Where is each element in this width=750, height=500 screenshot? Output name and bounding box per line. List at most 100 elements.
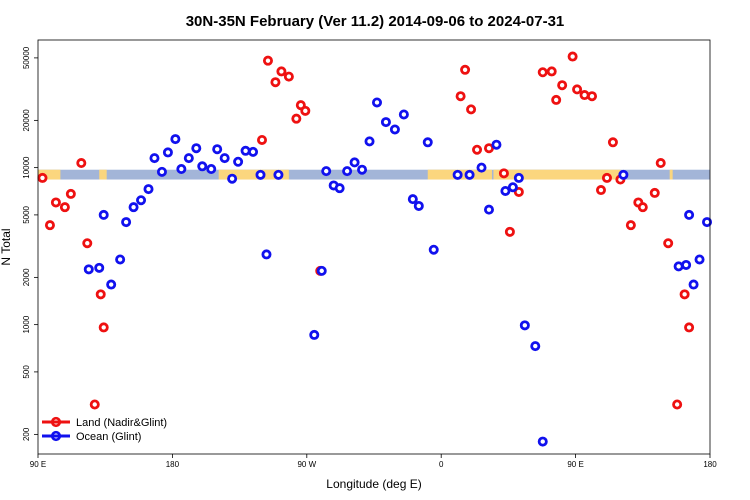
data-point	[115, 254, 126, 265]
x-tick-label: 180	[166, 460, 180, 469]
data-point	[684, 209, 695, 220]
data-point	[464, 169, 475, 180]
x-tick-label: 180	[703, 460, 717, 469]
data-point	[371, 97, 382, 108]
series-ocean	[83, 97, 713, 447]
data-point	[460, 64, 471, 75]
land-band-segment	[218, 169, 289, 180]
data-point	[519, 320, 530, 331]
data-point	[452, 169, 463, 180]
y-tick-label: 2000	[22, 268, 31, 286]
data-point	[498, 168, 509, 179]
data-point	[407, 194, 418, 205]
data-point	[428, 244, 439, 255]
y-tick-label: 5000	[22, 205, 31, 223]
data-point	[466, 104, 477, 115]
data-point	[65, 188, 76, 199]
data-point	[89, 399, 100, 410]
data-point	[513, 172, 524, 183]
data-point	[694, 254, 705, 265]
land-band-segment	[99, 169, 107, 180]
data-point	[50, 197, 61, 208]
data-point	[316, 265, 327, 276]
data-point	[537, 67, 548, 78]
y-tick-label: 200	[22, 427, 31, 441]
y-tick-label: 10000	[22, 156, 31, 179]
data-point	[476, 162, 487, 173]
x-axis: 90 E 180 90 W 0 90 E 180	[30, 454, 717, 469]
data-point	[679, 289, 690, 300]
data-point	[76, 158, 87, 169]
data-point	[191, 143, 202, 154]
data-point	[702, 217, 713, 228]
data-point	[143, 184, 154, 195]
data-point	[83, 264, 94, 275]
data-point	[655, 158, 666, 169]
data-point	[106, 279, 117, 290]
data-point	[618, 169, 629, 180]
y-axis-label: N Total	[0, 228, 13, 265]
data-point	[579, 90, 590, 101]
data-point	[128, 202, 139, 213]
data-point	[364, 136, 375, 147]
data-point	[136, 195, 147, 206]
data-point	[149, 153, 160, 164]
x-tick-label: 90 W	[297, 460, 316, 469]
data-point	[334, 183, 345, 194]
data-point	[513, 186, 524, 197]
legend-land-marker	[50, 416, 62, 428]
data-point	[342, 166, 353, 177]
legend-land-label: Land (Nadir&Glint)	[76, 417, 167, 429]
data-point	[483, 143, 494, 154]
chart-title: 30N-35N February (Ver 11.2) 2014-09-06 t…	[186, 13, 565, 30]
data-point	[309, 329, 320, 340]
data-point	[44, 220, 55, 231]
x-tick-label: 0	[439, 460, 444, 469]
data-point	[121, 217, 132, 228]
data-point	[413, 200, 424, 211]
data-point	[455, 91, 466, 102]
data-point	[672, 399, 683, 410]
data-point	[607, 137, 618, 148]
data-point	[389, 124, 400, 135]
data-point	[212, 144, 223, 155]
data-point	[37, 172, 48, 183]
series-land	[37, 51, 695, 410]
data-point	[94, 262, 105, 273]
y-tick-label: 500	[22, 365, 31, 379]
data-point	[472, 144, 483, 155]
x-axis-label: Longitude (deg E)	[326, 477, 421, 491]
data-point	[255, 169, 266, 180]
data-point	[349, 157, 360, 168]
legend: Land (Nadir&Glint) Ocean (Glint)	[42, 416, 167, 443]
legend-ocean-marker	[50, 430, 62, 442]
data-point	[261, 249, 272, 260]
data-point	[233, 156, 244, 167]
land-band-segment	[493, 169, 621, 180]
data-point	[587, 91, 598, 102]
data-point	[82, 238, 93, 249]
data-point	[270, 77, 281, 88]
data-point	[491, 139, 502, 150]
data-point	[357, 164, 368, 175]
data-point	[95, 289, 106, 300]
data-point	[176, 164, 187, 175]
data-point	[500, 185, 511, 196]
data-point	[673, 261, 684, 272]
data-point	[483, 204, 494, 215]
data-point	[227, 173, 238, 184]
x-tick-label: 90 E	[567, 460, 583, 469]
y-tick-label: 1000	[22, 315, 31, 333]
data-point	[530, 341, 541, 352]
data-point	[684, 322, 695, 333]
data-point	[300, 105, 311, 116]
data-point	[219, 153, 230, 164]
data-point	[398, 109, 409, 120]
data-point	[183, 153, 194, 164]
data-point	[567, 51, 578, 62]
data-point	[595, 185, 606, 196]
data-point	[256, 134, 267, 145]
data-point	[601, 172, 612, 183]
data-point	[273, 169, 284, 180]
